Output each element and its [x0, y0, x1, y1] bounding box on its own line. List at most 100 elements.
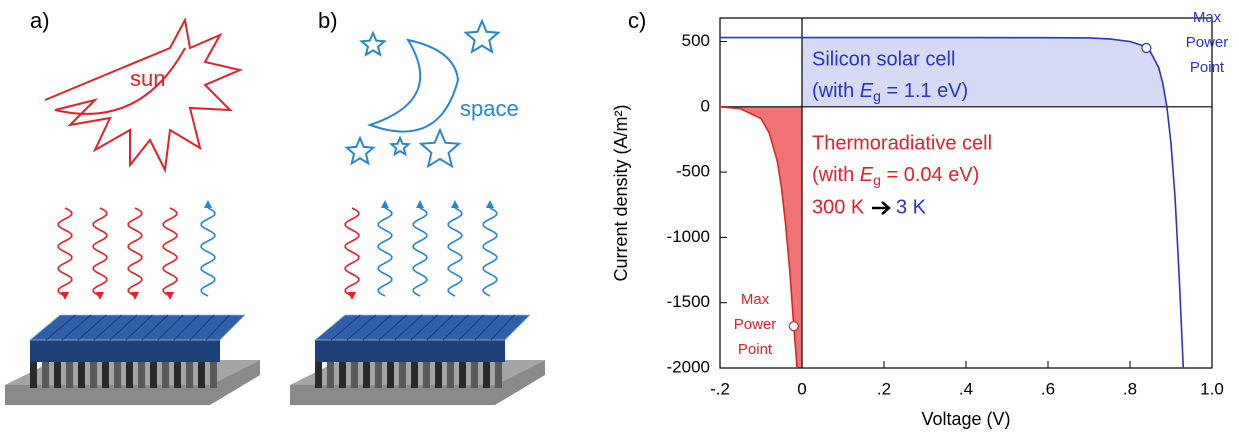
annotation-part: = 1.1 eV)	[881, 80, 968, 102]
x-axis-label: Voltage (V)	[921, 409, 1010, 429]
y-tick-label: 0	[701, 96, 710, 115]
panel-fin	[411, 360, 418, 388]
panel-top-side	[30, 340, 220, 362]
marker-label: Power	[734, 316, 777, 333]
arrow-head	[61, 292, 69, 300]
arrow-head	[131, 292, 139, 300]
temperature-hot: 300 K	[812, 196, 865, 218]
star	[466, 21, 498, 52]
wave	[378, 208, 391, 296]
panel-fin	[459, 360, 466, 388]
panel-fin	[42, 360, 49, 388]
temperature-cold: 3 K	[896, 196, 927, 218]
sun	[45, 20, 240, 170]
annotation-part: (with	[812, 164, 860, 186]
panel-top	[30, 315, 245, 340]
panel-fin	[198, 360, 205, 388]
wave	[201, 208, 214, 296]
panel-fin	[315, 360, 322, 388]
stars	[347, 21, 499, 166]
y-tick-label: -500	[676, 162, 710, 181]
panel-fin	[471, 360, 478, 388]
sun-arc	[55, 48, 185, 114]
panel-label: a)	[30, 8, 50, 33]
panel-fin	[375, 360, 382, 388]
y-axis-label: Current density (A/m²)	[611, 104, 631, 281]
panel-top	[315, 315, 530, 340]
sun-label: sun	[130, 66, 165, 91]
panel-fin	[210, 360, 217, 388]
panel-fin	[483, 360, 490, 388]
panel-fin	[138, 360, 145, 388]
x-tick-label: -.2	[710, 379, 730, 398]
x-tick-label: .4	[959, 379, 973, 398]
marker-label: Point	[738, 341, 773, 358]
arrow-head	[96, 292, 104, 300]
panel-label: b)	[318, 8, 338, 33]
panel-fin	[363, 360, 370, 388]
wave	[163, 208, 176, 296]
wave	[93, 208, 106, 296]
panel-label: c)	[628, 8, 646, 33]
arrow	[872, 202, 889, 214]
wave	[448, 208, 461, 296]
panel-fin	[387, 360, 394, 388]
wave	[128, 208, 141, 296]
annotation-part: E	[860, 164, 874, 186]
panel-fin	[339, 360, 346, 388]
wave	[345, 208, 358, 296]
marker-label: Max	[1193, 9, 1222, 26]
annotation-part: (with	[812, 80, 860, 102]
panel-fin	[435, 360, 442, 388]
panel-fin	[150, 360, 157, 388]
y-tick-label: -2000	[667, 357, 710, 376]
annotation: (with Eg = 0.04 eV)	[812, 164, 979, 187]
wave-arrows	[58, 200, 496, 300]
illustrations: a) b) sun space	[5, 8, 545, 405]
panel-fin	[30, 360, 37, 388]
arrow-head	[486, 200, 494, 208]
panel-fin	[78, 360, 85, 388]
annotation-part: g	[873, 172, 881, 188]
arrow-head	[451, 200, 459, 208]
wave	[58, 208, 71, 296]
panel-fin	[114, 360, 121, 388]
panel-fin	[495, 360, 502, 388]
panel-fin	[399, 360, 406, 388]
marker-label: Power	[1186, 34, 1229, 51]
figure: a) b) sun space c) Voltage (V) Current d…	[0, 0, 1239, 431]
panel-fin	[162, 360, 169, 388]
annotation-part: E	[860, 80, 874, 102]
panel-fin	[102, 360, 109, 388]
panel-fin	[174, 360, 181, 388]
moon	[370, 40, 458, 132]
x-tick-label: .8	[1123, 379, 1137, 398]
panel-top-side	[315, 340, 505, 362]
wave	[483, 208, 496, 296]
panel-fin	[423, 360, 430, 388]
annotation-part: = 0.04 eV)	[881, 164, 979, 186]
panel-fin	[126, 360, 133, 388]
series-annotation: Thermoradiative cell	[812, 132, 992, 154]
panel-fin	[447, 360, 454, 388]
arrow-head	[381, 200, 389, 208]
panel-fin	[66, 360, 73, 388]
panel-fin	[54, 360, 61, 388]
max-power-point	[1142, 44, 1151, 53]
space-label: space	[460, 96, 519, 121]
arrow-head	[204, 200, 212, 208]
marker-label: Max	[741, 291, 770, 308]
star	[421, 130, 459, 166]
panel-fin	[351, 360, 358, 388]
panel-fin	[327, 360, 334, 388]
star	[347, 138, 374, 163]
y-tick-label: -1000	[667, 227, 710, 246]
star	[362, 33, 385, 55]
arrow-head	[416, 200, 424, 208]
wave	[413, 208, 426, 296]
x-tick-label: .6	[1041, 379, 1055, 398]
y-tick-label: -1500	[667, 292, 710, 311]
star	[391, 138, 408, 154]
arrow-head	[348, 292, 356, 300]
annotation-part: g	[873, 88, 881, 104]
